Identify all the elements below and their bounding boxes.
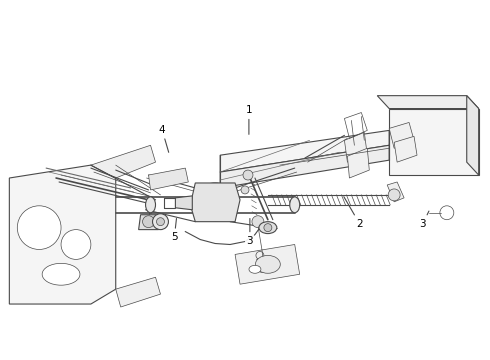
- Polygon shape: [220, 145, 389, 188]
- Ellipse shape: [259, 222, 277, 234]
- Polygon shape: [9, 165, 116, 304]
- Text: 4: 4: [159, 125, 169, 152]
- Ellipse shape: [290, 197, 300, 213]
- Circle shape: [156, 218, 165, 226]
- Text: 3: 3: [246, 219, 253, 246]
- Polygon shape: [148, 168, 188, 190]
- Ellipse shape: [207, 195, 223, 209]
- Ellipse shape: [201, 190, 229, 214]
- Ellipse shape: [195, 183, 236, 221]
- Polygon shape: [389, 109, 479, 175]
- Polygon shape: [116, 277, 161, 307]
- Text: 3: 3: [419, 211, 429, 229]
- Polygon shape: [175, 196, 192, 210]
- Text: 2: 2: [344, 197, 363, 229]
- Polygon shape: [139, 215, 158, 230]
- Polygon shape: [235, 244, 300, 284]
- Polygon shape: [347, 148, 369, 178]
- Polygon shape: [190, 183, 240, 222]
- Circle shape: [241, 186, 249, 194]
- Polygon shape: [220, 130, 389, 172]
- Circle shape: [61, 230, 91, 260]
- Ellipse shape: [249, 265, 261, 273]
- Ellipse shape: [255, 255, 280, 273]
- Circle shape: [252, 216, 264, 228]
- Polygon shape: [91, 145, 155, 178]
- Circle shape: [17, 206, 61, 249]
- Polygon shape: [387, 182, 404, 202]
- Ellipse shape: [42, 264, 80, 285]
- Circle shape: [152, 214, 169, 230]
- Text: 1: 1: [245, 105, 252, 134]
- Text: 5: 5: [171, 219, 178, 242]
- Polygon shape: [344, 132, 368, 162]
- Polygon shape: [467, 96, 479, 175]
- Polygon shape: [389, 122, 414, 148]
- Ellipse shape: [146, 197, 155, 213]
- Circle shape: [388, 189, 400, 201]
- Polygon shape: [394, 136, 417, 162]
- Circle shape: [264, 224, 272, 231]
- Circle shape: [143, 216, 154, 228]
- Circle shape: [243, 170, 253, 180]
- Polygon shape: [377, 96, 479, 109]
